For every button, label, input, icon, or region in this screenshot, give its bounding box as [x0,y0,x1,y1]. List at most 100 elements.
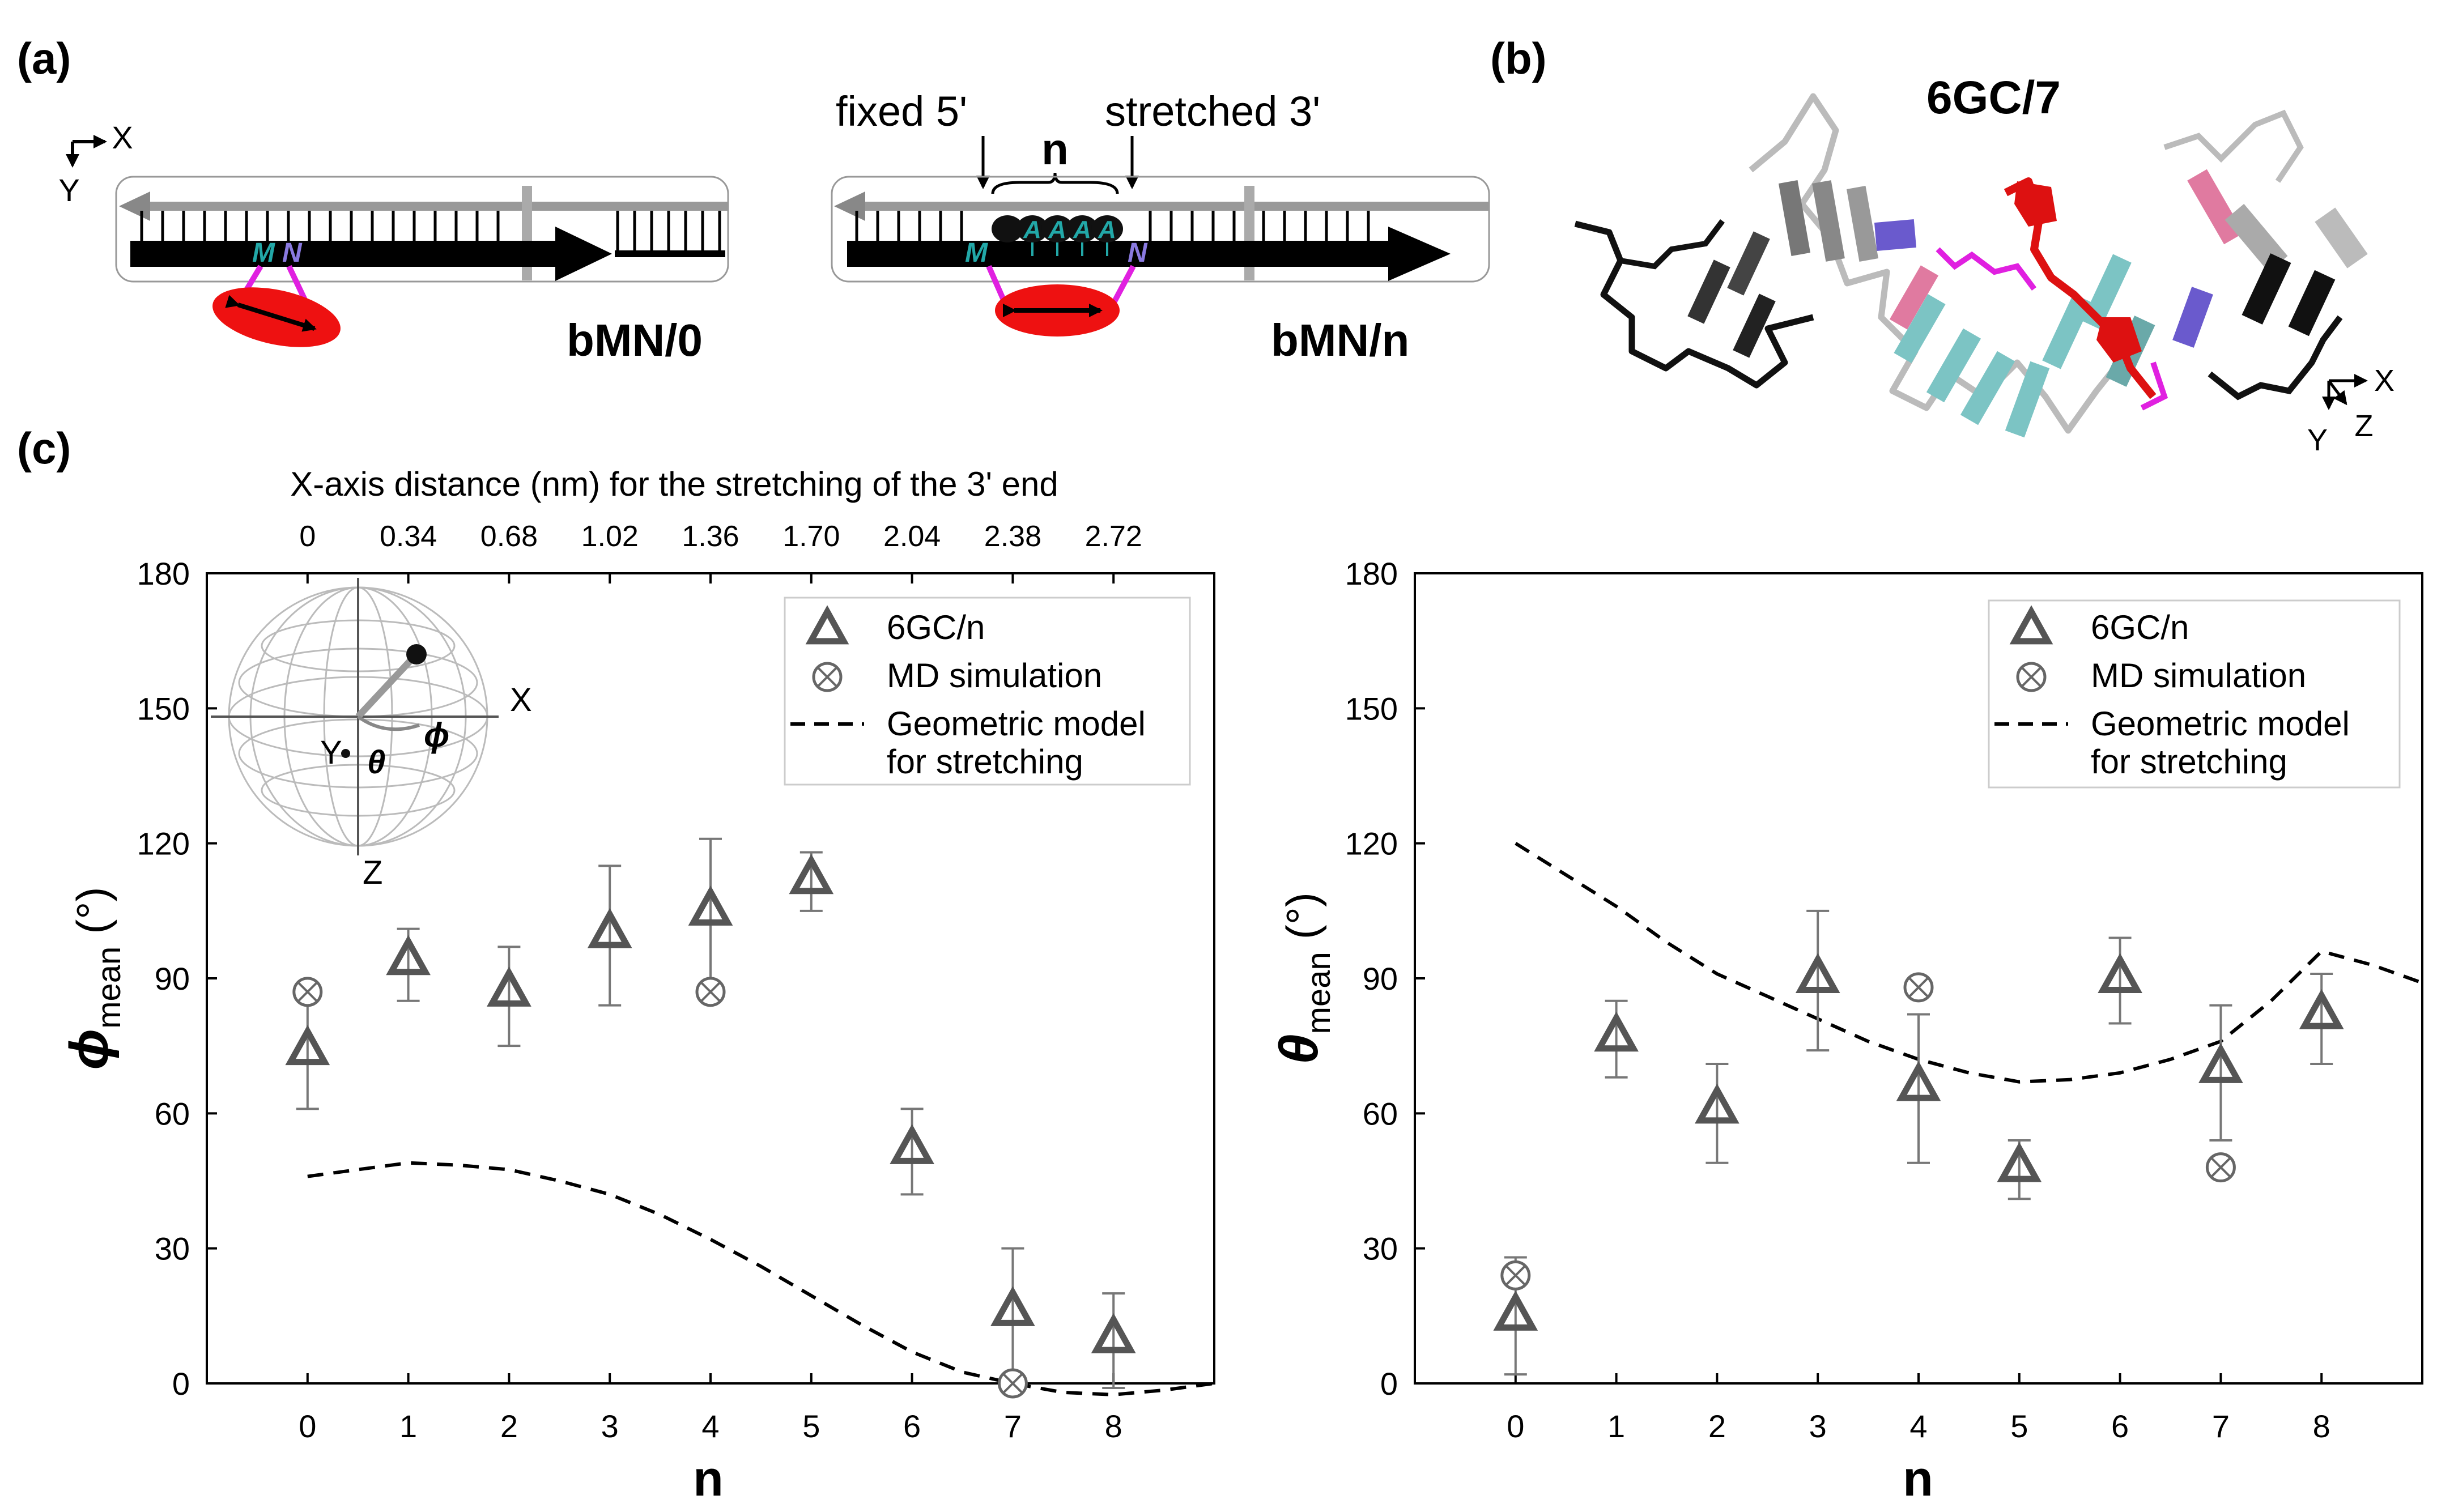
x-axis-ticks-phi: 0 1 2 3 4 5 6 7 8 [299,1373,1122,1444]
axis-a-x: X [112,120,133,155]
panel-b-label: (b) [1490,33,1547,83]
triangle-point [285,1025,330,1066]
top-tick-label: 0.68 [480,520,538,553]
error-bar [2209,1004,2232,1142]
x-tick-label: 2 [1708,1408,1726,1444]
sphere-inset [211,578,499,855]
y-tick-label: 90 [155,961,190,996]
triangle-point [587,908,632,948]
legend-md-phi [812,662,843,692]
error-bar [598,864,622,1007]
x-tick-label: 2 [500,1408,518,1444]
top-tick-label: 1.70 [782,520,840,553]
triangle-point [2299,989,2344,1029]
panel-c-label: (c) [17,423,71,473]
axis-b-x: X [2374,364,2395,398]
panel-b-title: 6GC/7 [1926,72,2061,123]
x-tick-label: 6 [903,1408,921,1444]
legend-label-model-phi: Geometric model [887,705,1146,743]
ylabel-sub-theta: mean [1300,952,1337,1034]
xlabel-theta: n [1903,1450,1933,1506]
base-M-left: M [252,238,275,268]
error-bar [2310,973,2333,1065]
axes-b: X Y Z [2307,364,2395,457]
triangle-point [1091,1313,1136,1353]
top-tick-label: 2.38 [984,520,1041,553]
chart-theta: 0 30 60 90 120 150 180 0 1 2 3 4 5 6 7 8 θmean (°) n 6G… [1269,556,2423,1506]
x-tick-label: 8 [1105,1408,1122,1444]
top-tick-label: 0.34 [380,520,437,553]
error-bar [1706,1062,1729,1164]
label-n-top: n [1041,124,1069,174]
triangle-point [1594,1011,1639,1052]
y-axis-title-phi: ϕmean (°) [59,887,127,1070]
triangle-markers-theta [1493,953,2344,1331]
model-curve-phi [307,1161,1215,1396]
sphere-label-x: X [510,682,532,718]
md-point [1903,972,1934,1003]
legend-md [812,662,843,692]
top-axis-title: X-axis distance (nm) for the stretching … [290,465,1058,503]
md-cross-b [297,981,318,1003]
ylabel-sub-phi: mean [91,947,127,1029]
legend-md [2016,662,2047,692]
md-cross-b [2021,666,2042,688]
triangle-point [386,935,431,976]
x-tick-label: 6 [2111,1408,2129,1444]
md-cross-b [1505,1265,1526,1286]
molecular-structure [1574,93,2368,438]
sphere-label-y: Y [320,734,342,771]
legend-label-6gc-theta: 6GC/n [2091,608,2189,646]
error-bar [2108,936,2132,1025]
svg-text:ϕmean(°): ϕmean (°) [59,887,127,1070]
triangle-point [487,966,531,1007]
dna-diagram-left: M N bMN/0 [115,176,729,365]
base-N-right: N [1128,238,1148,268]
dna-diagram-right: fixed 5' stretched 3' n A A A A [831,88,1490,365]
top-tick-label: 2.72 [1085,520,1142,553]
error-bar [497,945,521,1047]
y-tick-label: 30 [1363,1231,1398,1267]
top-tick-label: 1.36 [682,520,739,553]
top-tick-label: 1.02 [581,520,639,553]
triangle-point [2098,953,2142,994]
legend-label-model2-phi: for stretching [887,743,1083,781]
y-tick-label: 60 [1363,1096,1398,1131]
y-tick-label: 0 [1380,1366,1398,1402]
y-tick-label: 60 [155,1096,190,1131]
y-tick-label: 90 [1363,961,1398,996]
ylabel-symbol-phi: ϕ [59,1029,120,1070]
error-bar [1907,1013,1930,1164]
panel-c: (c) X-axis distance (nm) for the stretch… [17,423,2423,1506]
xlabel-phi: n [693,1450,724,1506]
md-cross-b [816,666,838,688]
adenine-1: A [1023,216,1041,244]
sphere-label-z: Z [363,854,382,891]
axis-b-z: Z [2355,409,2374,443]
md-cross-b [1002,1373,1023,1394]
md-cross-b [2210,1157,2231,1178]
legend-label-md-phi: MD simulation [887,657,1102,695]
md-markers-phi [292,977,1028,1399]
triangle-point [1997,1142,2042,1182]
md-cross-b [1908,977,1929,998]
ylabel-unit-phi: (°) [67,887,117,934]
error-bar [699,837,722,993]
legend-label-md-theta: MD simulation [2091,657,2306,695]
triangle-point [1795,953,1840,994]
y-axis-ticks-phi: 0 30 60 90 120 150 180 [137,556,217,1402]
legend-triangle [805,605,849,645]
model-curve-path [1515,842,2423,1084]
legend-md-theta [2016,662,2047,692]
x-tick-label: 7 [1004,1408,1022,1444]
legend-triangle [2009,605,2053,645]
label-stretched-3: stretched 3' [1105,88,1320,135]
y-tick-label: 30 [155,1231,190,1267]
adenine-4: A [1098,216,1116,244]
y-tick-label: 180 [1345,556,1398,591]
legend-phi: 6GC/n MD simulation Geometric model for … [784,597,1191,786]
adenine-2: A [1048,216,1066,244]
base-pair-ticks-right [855,211,1370,241]
axes-a: X Y [58,120,133,208]
